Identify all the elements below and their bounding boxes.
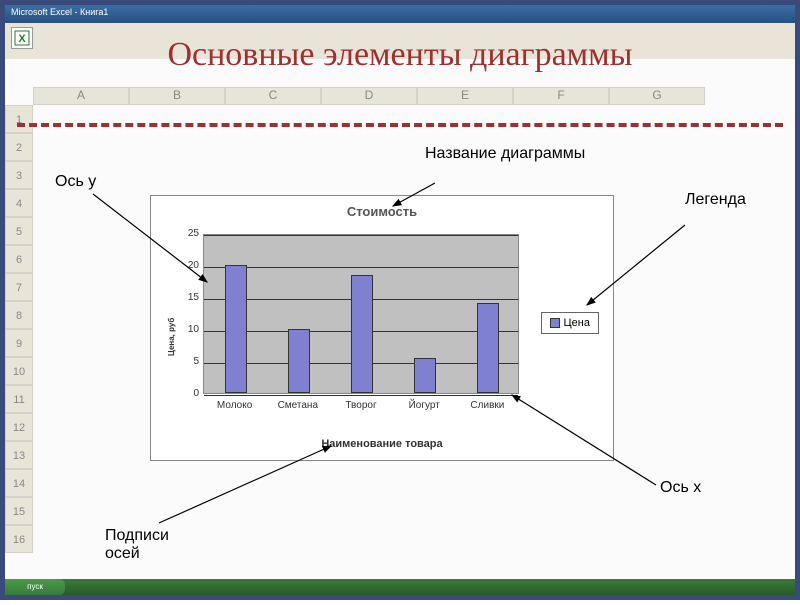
row-header: 4 [5,189,33,217]
chart-x-tick: Творог [331,400,391,411]
row-header: 13 [5,441,33,469]
chart-bar [351,275,373,393]
annotation-legend: Легенда [685,191,755,209]
chart-x-axis-label: Наименование товара [151,438,613,450]
chart-y-tick: 10 [179,324,199,335]
chart-y-axis-label: Цена, руб [167,318,176,356]
chart-gridline [204,235,518,236]
row-header: 8 [5,301,33,329]
chart-bar [288,329,310,393]
annotation-chart-title: Название диаграммы [425,145,585,163]
column-header: E [417,87,513,105]
column-header: B [129,87,225,105]
chart-x-tick: Сливки [457,400,517,411]
chart-y-tick: 15 [179,292,199,303]
chart-x-tick: Йогурт [394,400,454,411]
row-header: 5 [5,217,33,245]
chart-x-tick: Сметана [268,400,328,411]
row-header: 2 [5,133,33,161]
annotation-axis-labels: Подписи осей [105,527,195,562]
title-underline [17,123,783,127]
column-header: A [33,87,129,105]
chart-bar [225,265,247,393]
taskbar [5,579,795,595]
column-header: F [513,87,609,105]
row-header: 11 [5,385,33,413]
column-header: D [321,87,417,105]
row-header: 15 [5,497,33,525]
chart-plot-area [203,234,519,394]
row-header: 7 [5,273,33,301]
slide-title: Основные элементы диаграммы [5,35,795,74]
legend-label: Цена [564,317,590,329]
annotation-y-axis: Ось у [55,173,96,191]
row-header: 16 [5,525,33,553]
chart-y-tick: 20 [179,260,199,271]
chart-bar [414,358,436,393]
chart-y-tick: 5 [179,356,199,367]
column-header: C [225,87,321,105]
chart-gridline [204,395,518,396]
row-header: 9 [5,329,33,357]
row-header: 3 [5,161,33,189]
row-headers: 12345678910111213141516 [5,105,33,553]
column-header: G [609,87,705,105]
chart-y-tick: 25 [179,228,199,239]
row-header: 14 [5,469,33,497]
chart-gridline [204,267,518,268]
chart-y-tick: 0 [179,388,199,399]
chart-legend: Цена [541,312,599,334]
excel-titlebar: Microsoft Excel - Книга1 [5,5,795,23]
chart-bar [477,303,499,393]
row-header: 6 [5,245,33,273]
annotation-x-axis: Ось х [660,479,701,497]
legend-swatch [550,318,560,328]
start-button[interactable]: пуск [5,579,65,595]
chart-title: Стоимость [151,204,613,219]
chart-container: Стоимость 0 5 10 15 20 25 МолокоСметанаТворог… [150,195,614,461]
column-headers: ABCDEFG [33,87,795,105]
row-header: 12 [5,413,33,441]
row-header: 10 [5,357,33,385]
chart-x-tick: Молоко [205,400,265,411]
row-header: 1 [5,105,33,133]
